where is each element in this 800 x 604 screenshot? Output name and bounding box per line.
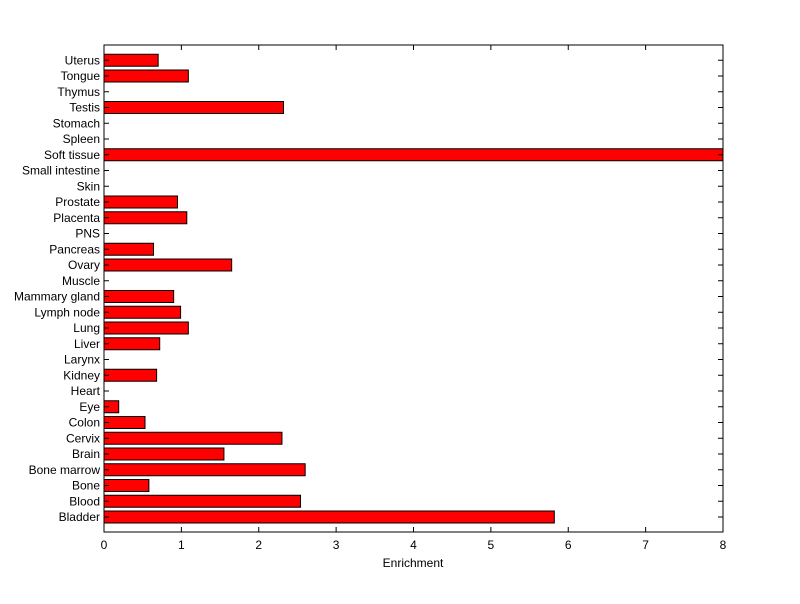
bar-blood [103,494,302,508]
plot-frame [103,44,724,533]
bar-pancreas [103,242,155,256]
y-tick-label: Eye [79,400,100,414]
bar-testis [103,101,285,114]
x-tick-label: 4 [410,538,417,552]
y-tick-label: Ovary [68,258,100,272]
y-tick-label: Lung [73,321,100,335]
y-tick-label: Prostate [55,195,100,209]
x-tick-label: 0 [101,538,108,552]
x-axis-label: Enrichment [383,556,444,570]
y-tick-label: Muscle [62,274,100,288]
y-tick-label: Liver [74,337,100,351]
y-tick-label: Bladder [59,510,100,524]
bar-placenta [103,211,188,225]
y-tick-label: Colon [69,416,100,430]
bar-brain [103,447,225,461]
y-tick-label: Tongue [61,69,101,83]
y-tick-label: Soft tissue [44,148,100,162]
y-tick-label: Skin [77,179,100,193]
y-tick-label: Placenta [53,211,100,225]
y-tick-label: Uterus [65,53,100,67]
y-tick-label: Lymph node [34,305,100,319]
bar-kidney [103,368,158,382]
x-tick-label: 7 [642,538,649,552]
bar-bladder [103,510,555,524]
bar-lung [103,321,189,335]
bar-bone-marrow [103,463,306,477]
bar-bone [103,479,150,492]
y-tick-label: Spleen [63,132,100,146]
x-tick-label: 1 [178,538,185,552]
x-tick-label: 5 [488,538,495,552]
y-tick-label: Mammary gland [14,290,100,304]
y-tick-label: Bone marrow [29,463,101,477]
bar-colon [103,416,146,429]
y-tick-label: PNS [75,227,100,241]
y-tick-label: Thymus [57,85,100,99]
x-tick-label: 3 [333,538,340,552]
y-tick-label: Stomach [53,116,100,130]
y-tick-label: Cervix [66,431,100,445]
y-tick-label: Kidney [63,368,100,382]
bar-soft-tissue [103,148,724,162]
x-tick-label: 8 [720,538,727,552]
y-tick-label: Brain [72,447,100,461]
x-tick-label: 2 [255,538,262,552]
y-tick-label: Testis [69,101,100,115]
bar-prostate [103,195,179,209]
y-tick-label: Larynx [64,353,100,367]
bar-mammary-gland [103,290,175,303]
bar-cervix [103,431,283,445]
bar-liver [103,337,161,351]
y-tick-label: Pancreas [49,242,100,256]
y-tick-label: Blood [69,494,100,508]
bar-uterus [103,53,159,67]
y-tick-label: Small intestine [22,164,100,178]
bar-lymph-node [103,305,182,319]
bar-tongue [103,69,189,83]
bar-ovary [103,258,233,272]
y-tick-label: Heart [71,384,101,398]
y-tick-label: Bone [72,479,100,493]
x-tick-label: 6 [565,538,572,552]
